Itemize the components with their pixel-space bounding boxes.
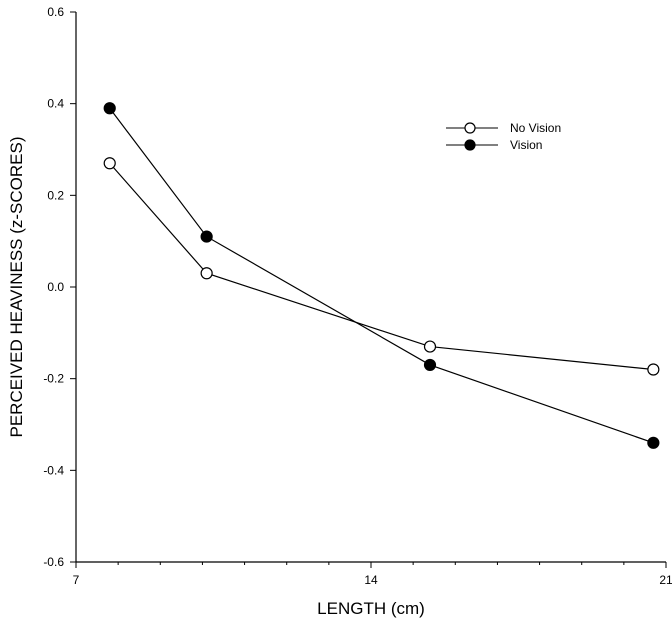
data-point-no-vision [103,157,116,170]
y-tick-label: 0.2 [47,188,64,202]
data-point-no-vision [423,340,437,353]
series-points [103,102,660,449]
x-tick-label: 14 [364,573,378,587]
axes [75,12,666,563]
legend-marker-no-vision [464,122,476,134]
y-tick-label: 0.0 [47,280,64,294]
y-axis-title: PERCEIVED HEAVINESS (z-SCORES) [7,136,26,437]
legend-label-vision: Vision [510,138,542,152]
legend: No Vision Vision [446,121,561,152]
y-tick-label: 0.4 [47,97,64,111]
series-line-no-vision [109,162,654,371]
data-point-vision [423,358,437,372]
y-tick-label: -0.6 [43,555,64,569]
x-tick-label: 21 [659,573,672,587]
legend-label-no-vision: No Vision [510,121,561,135]
data-point-vision [103,102,116,115]
data-point-vision [200,230,213,243]
data-point-no-vision [200,267,213,280]
x-ticks: 7 14 21 [73,562,672,587]
series-line-vision [109,107,654,444]
data-point-vision [647,436,660,449]
series-lines [109,107,654,444]
y-tick-label: -0.4 [43,463,64,477]
y-ticks: -0.6 -0.4 -0.2 0.0 0.2 0.4 0.6 [43,5,76,569]
legend-marker-vision [464,139,476,151]
y-tick-label: 0.6 [47,5,64,19]
x-tick-label: 7 [73,573,80,587]
data-point-no-vision [647,363,660,376]
x-axis-title: LENGTH (cm) [317,599,425,618]
y-tick-label: -0.2 [43,372,64,386]
